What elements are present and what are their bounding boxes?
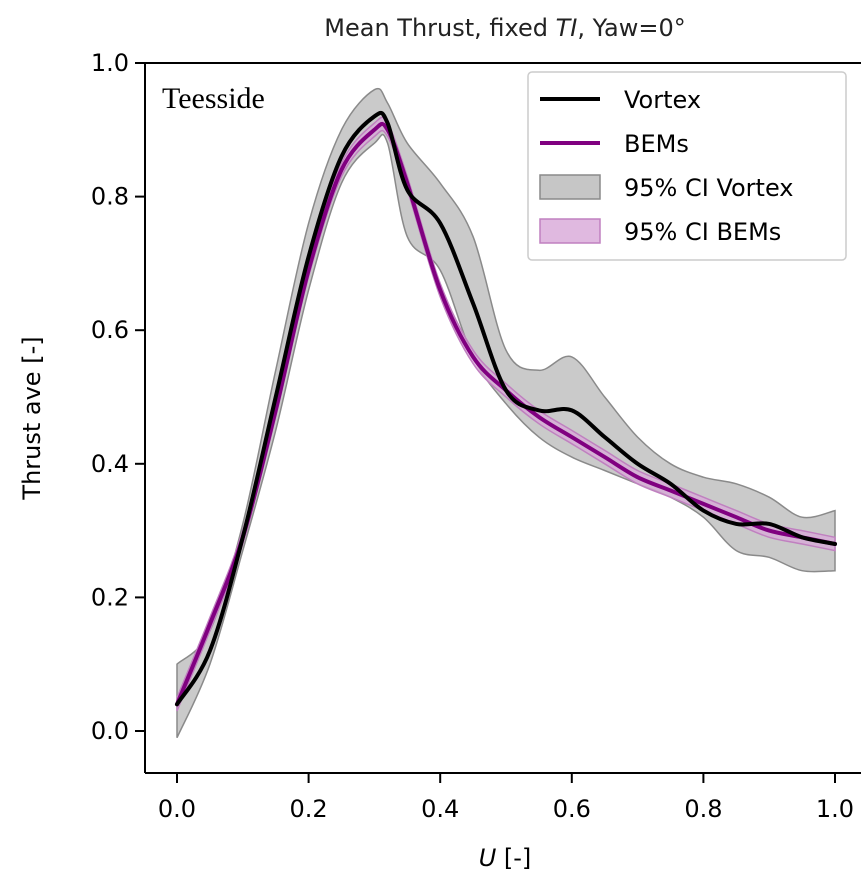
y-tick-label: 0.6 <box>91 316 129 344</box>
y-tick-label: 0.0 <box>91 717 129 745</box>
x-tick-label: 1.0 <box>816 795 854 823</box>
line-bems <box>175 121 837 707</box>
legend-label-95pct-ci-bems: 95% CI BEMs <box>624 218 781 246</box>
y-axis-label: Thrust ave [-] <box>18 336 46 500</box>
x-tick-label: 0.2 <box>290 795 328 823</box>
band-95pct-ci-bems <box>176 116 836 712</box>
x-tick-label: 0.8 <box>684 795 722 823</box>
x-tick-label: 0.6 <box>553 795 591 823</box>
confidence-bands <box>176 87 836 739</box>
y-tick-label: 1.0 <box>91 49 129 77</box>
legend-swatch-95pct-ci-bems <box>539 218 601 244</box>
x-axis-ticks: 0.0 0.2 0.4 0.6 0.8 1.0 <box>158 773 854 823</box>
legend-label-95pct-ci-vortex: 95% CI Vortex <box>624 174 794 202</box>
y-tick-label: 0.4 <box>91 450 129 478</box>
legend-swatch-95pct-ci-vortex <box>539 174 601 200</box>
y-tick-label: 0.2 <box>91 583 129 611</box>
x-tick-label: 0.0 <box>158 795 196 823</box>
legend: Vortex BEMs 95% CI Vortex 95% CI BEMs <box>527 71 847 261</box>
x-tick-label: 0.4 <box>421 795 459 823</box>
plot-frame <box>144 62 861 774</box>
teesside-annotation: Teesside <box>162 82 265 115</box>
y-axis-ticks: 0.0 0.2 0.4 0.6 0.8 1.0 <box>91 49 145 745</box>
x-axis-label: U [-] <box>479 844 532 872</box>
band-95pct-ci-vortex <box>176 87 836 739</box>
line-vortex <box>175 110 837 707</box>
series-lines <box>175 110 837 707</box>
legend-box <box>527 71 847 261</box>
chart-title: Mean Thrust, fixed TI, Yaw=0° <box>324 14 685 42</box>
legend-label-bems: BEMs <box>624 130 689 158</box>
y-tick-label: 0.8 <box>91 183 129 211</box>
legend-label-vortex: Vortex <box>624 86 701 114</box>
